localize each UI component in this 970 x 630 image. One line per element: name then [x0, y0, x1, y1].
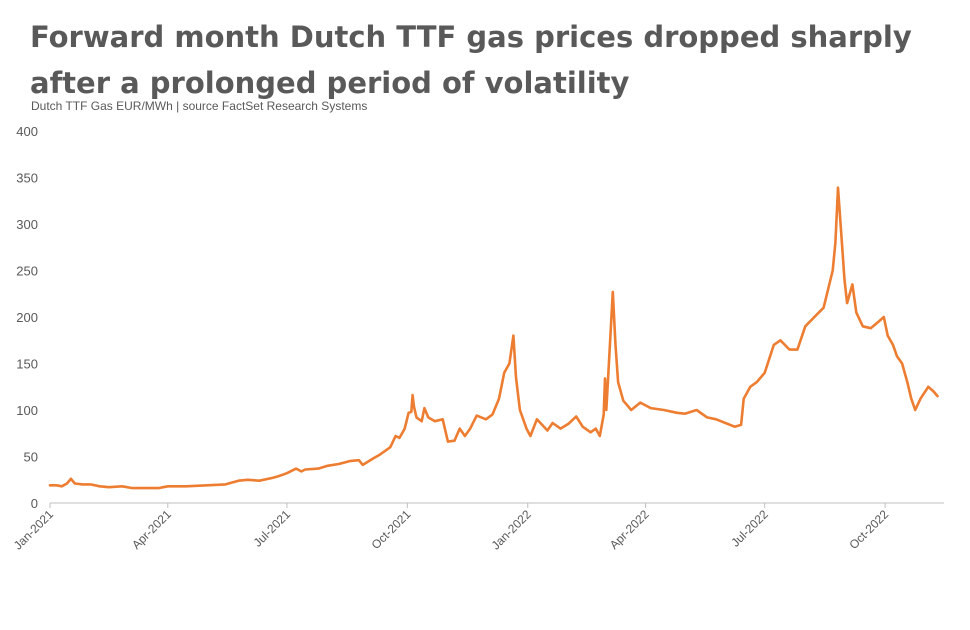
- y-tick-label: 150: [16, 357, 38, 372]
- x-tick-label: Jan-2022: [489, 507, 535, 553]
- chart-title: Forward month Dutch TTF gas prices dropp…: [30, 20, 912, 100]
- y-tick-label: 50: [24, 450, 38, 465]
- x-axis: Jan-2021 Apr-2021 Jul-2021 Oct-2021 Jan-2022…: [11, 502, 944, 553]
- x-tick-label: Oct-2022: [846, 507, 891, 552]
- y-tick-label: 200: [16, 310, 38, 325]
- y-tick-label: 0: [31, 496, 38, 511]
- x-tick-label: Apr-2021: [129, 507, 174, 552]
- x-tick-label: Apr-2022: [607, 507, 652, 552]
- x-tick-label: Jan-2021: [11, 507, 57, 553]
- x-tick-label: Jul-2022: [728, 507, 771, 550]
- x-tick-label: Oct-2021: [369, 507, 414, 552]
- y-tick-label: 250: [16, 264, 38, 279]
- series-group: [48, 186, 939, 490]
- y-tick-label: 400: [16, 124, 38, 139]
- y-tick-label: 300: [16, 217, 38, 232]
- x-tick-label: Jul-2021: [251, 507, 294, 550]
- series-line-ttf-gas: [48, 186, 939, 490]
- y-axis: 0 50 100 150 200 250 300 350 400: [16, 124, 38, 511]
- chart-subtitle: Dutch TTF Gas EUR/MWh | source FactSet R…: [31, 99, 368, 113]
- y-tick-label: 100: [16, 403, 38, 418]
- y-tick-label: 350: [16, 171, 38, 186]
